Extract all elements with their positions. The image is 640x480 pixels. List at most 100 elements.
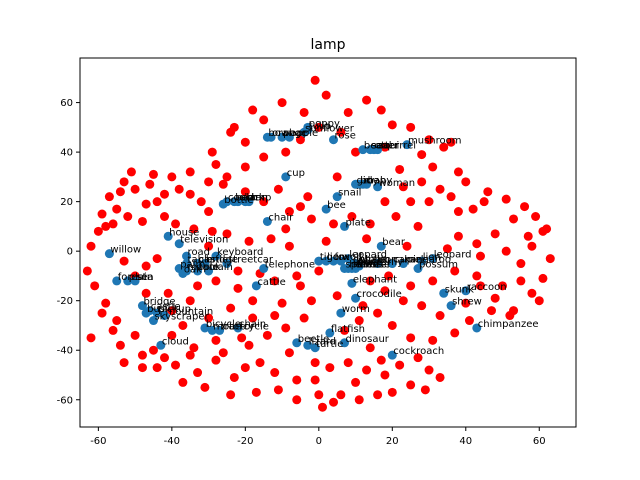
labeled-point [233, 197, 243, 207]
unlabeled-point [380, 142, 390, 152]
point-label: willow [110, 245, 141, 256]
unlabeled-point [207, 147, 217, 157]
unlabeled-point [380, 197, 390, 207]
point-label: possum [419, 260, 458, 271]
point-label: beetle [298, 334, 330, 345]
unlabeled-point [486, 306, 496, 316]
unlabeled-point [490, 229, 500, 239]
unlabeled-point [240, 187, 250, 197]
point-label: castle [151, 302, 181, 313]
unlabeled-point [204, 241, 214, 251]
y-tick-label: -20 [57, 296, 73, 307]
unlabeled-point [295, 202, 305, 212]
unlabeled-point [284, 207, 294, 217]
unlabeled-point [365, 276, 375, 286]
point-label: woman [379, 178, 416, 189]
unlabeled-point [332, 172, 342, 182]
labeled-point [233, 323, 243, 333]
unlabeled-point [325, 363, 335, 373]
unlabeled-point [413, 221, 423, 231]
unlabeled-point [424, 365, 434, 375]
unlabeled-point [270, 368, 280, 378]
point-label: snail [338, 188, 361, 199]
labeled-point [182, 259, 192, 269]
labeled-point [336, 308, 346, 318]
unlabeled-point [483, 187, 493, 197]
unlabeled-point [472, 239, 482, 249]
unlabeled-point [299, 313, 309, 323]
point-label: telephone [265, 260, 315, 271]
unlabeled-point [373, 390, 383, 400]
point-label: mountain [166, 307, 214, 318]
unlabeled-point [329, 219, 339, 229]
unlabeled-point [398, 182, 408, 192]
unlabeled-point [167, 306, 177, 316]
unlabeled-point [314, 266, 324, 276]
labeled-point [347, 278, 357, 288]
point-label: castle [199, 255, 229, 266]
unlabeled-point [490, 293, 500, 303]
labeled-point [325, 328, 335, 338]
unlabeled-point [222, 229, 232, 239]
unlabeled-point [523, 231, 533, 241]
point-label: kangaroo [404, 255, 451, 266]
unlabeled-point [281, 147, 291, 157]
unlabeled-point [306, 214, 316, 224]
labeled-point [222, 259, 232, 269]
unlabeled-point [119, 256, 129, 266]
labeled-point [204, 266, 214, 276]
point-label: shark [353, 257, 381, 268]
unlabeled-point [435, 184, 445, 194]
unlabeled-point [137, 216, 147, 226]
point-label: porcupine [379, 255, 429, 266]
unlabeled-point [211, 159, 221, 169]
point-label: chair [268, 212, 294, 223]
unlabeled-point [148, 345, 158, 355]
point-label: bed [235, 193, 254, 204]
point-label: bear [382, 237, 406, 248]
labeled-point [259, 264, 269, 274]
point-label: sunflower [305, 123, 355, 134]
labeled-point [262, 216, 272, 226]
y-tick-label: 40 [60, 148, 73, 159]
x-tick-label: 60 [533, 436, 546, 447]
labeled-point [417, 256, 427, 266]
unlabeled-point [240, 137, 250, 147]
unlabeled-point [160, 353, 170, 363]
unlabeled-point [137, 350, 147, 360]
unlabeled-point [237, 333, 247, 343]
labeled-point [163, 231, 173, 241]
unlabeled-point [101, 298, 111, 308]
unlabeled-point [112, 204, 122, 214]
unlabeled-point [472, 271, 482, 281]
point-label: whale [357, 255, 387, 266]
point-label: orange [272, 128, 307, 139]
point-label: forest [118, 272, 147, 283]
unlabeled-point [306, 296, 316, 306]
labeled-point [387, 259, 397, 269]
unlabeled-point [204, 177, 214, 187]
unlabeled-point [281, 323, 291, 333]
unlabeled-point [196, 197, 206, 207]
unlabeled-point [365, 343, 375, 353]
labeled-point [439, 288, 449, 298]
unlabeled-point [531, 211, 541, 221]
point-label: rose [335, 131, 356, 142]
point-label: plate [346, 217, 371, 228]
point-label: seal [371, 141, 391, 152]
unlabeled-point [171, 360, 181, 370]
point-label: lion [423, 252, 441, 263]
unlabeled-point [395, 164, 405, 174]
point-label: crocodile [357, 289, 402, 300]
labeled-point [251, 281, 261, 291]
unlabeled-point [402, 241, 412, 251]
point-label: house [169, 227, 199, 238]
point-label: pickup [158, 304, 191, 315]
unlabeled-point [295, 135, 305, 145]
point-label: elephant [353, 274, 397, 285]
point-label: palm [180, 260, 205, 271]
labeled-point [130, 276, 140, 286]
labeled-point [402, 140, 412, 150]
unlabeled-point [351, 147, 361, 157]
labeled-point [207, 325, 217, 335]
